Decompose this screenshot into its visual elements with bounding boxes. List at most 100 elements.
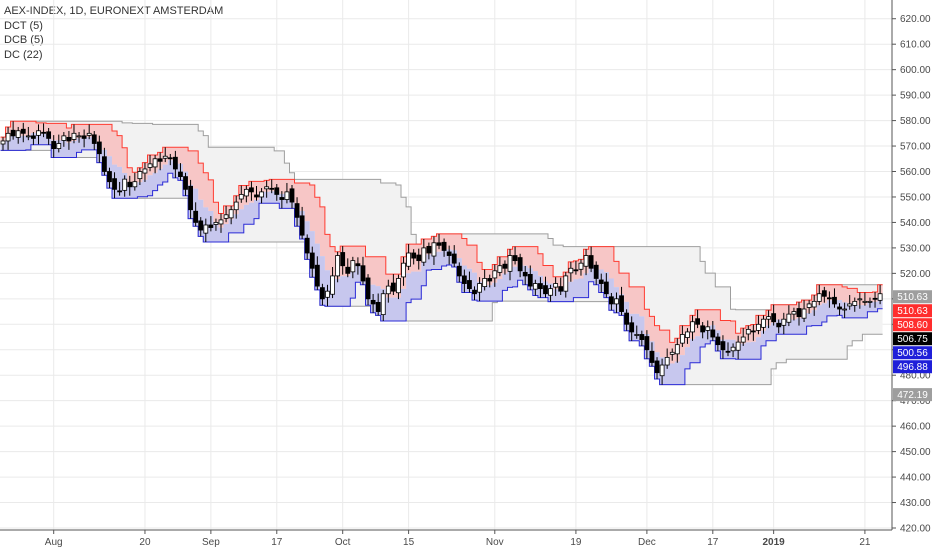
candle[interactable] xyxy=(375,293,381,316)
candle[interactable] xyxy=(401,256,406,286)
candle[interactable] xyxy=(0,137,6,151)
candle[interactable] xyxy=(203,218,209,243)
candle[interactable] xyxy=(320,283,325,306)
candle[interactable] xyxy=(56,134,62,153)
candle[interactable] xyxy=(167,153,173,166)
candle[interactable] xyxy=(385,279,391,303)
candle[interactable] xyxy=(527,265,533,290)
candle[interactable] xyxy=(720,335,726,359)
candle[interactable] xyxy=(872,291,878,308)
candle[interactable] xyxy=(254,186,259,201)
candle[interactable] xyxy=(107,167,112,189)
candle[interactable] xyxy=(162,147,168,163)
candle[interactable] xyxy=(512,246,518,265)
candle[interactable] xyxy=(233,195,239,219)
candle[interactable] xyxy=(96,135,102,163)
candle[interactable] xyxy=(456,262,462,283)
candle[interactable] xyxy=(325,284,330,307)
time-axis[interactable]: Aug 20 Sep 17 Oct 15 Nov 19 Dec 17 2019 21 xyxy=(0,529,892,548)
candle[interactable] xyxy=(857,292,863,309)
candle[interactable] xyxy=(451,245,457,267)
candle[interactable] xyxy=(862,292,868,306)
candle[interactable] xyxy=(172,150,178,178)
candle[interactable] xyxy=(284,182,290,204)
candle[interactable] xyxy=(20,122,26,143)
candle[interactable] xyxy=(309,246,315,278)
candle[interactable] xyxy=(553,277,559,297)
candle[interactable] xyxy=(669,348,675,361)
candle[interactable] xyxy=(112,172,117,199)
candle[interactable] xyxy=(816,284,822,306)
candle[interactable] xyxy=(634,325,640,339)
candle[interactable] xyxy=(269,179,275,194)
candle[interactable] xyxy=(538,277,543,298)
candle[interactable] xyxy=(649,342,655,367)
candle[interactable] xyxy=(573,260,579,275)
candle[interactable] xyxy=(588,246,594,273)
candle[interactable] xyxy=(213,218,219,231)
candle[interactable] xyxy=(51,135,57,158)
candle[interactable] xyxy=(639,330,645,346)
candle[interactable] xyxy=(517,253,523,278)
candle[interactable] xyxy=(842,302,848,318)
candle[interactable] xyxy=(41,123,46,138)
candle[interactable] xyxy=(745,325,751,341)
candle[interactable] xyxy=(396,274,401,300)
candle[interactable] xyxy=(583,249,589,276)
candle[interactable] xyxy=(806,300,812,314)
candle[interactable] xyxy=(629,316,635,341)
candle[interactable] xyxy=(137,167,143,186)
candle[interactable] xyxy=(750,324,756,341)
candle[interactable] xyxy=(188,179,193,219)
candle[interactable] xyxy=(796,302,802,326)
candle[interactable] xyxy=(532,279,538,296)
candle[interactable] xyxy=(390,274,396,296)
candle[interactable] xyxy=(705,320,711,340)
candle[interactable] xyxy=(350,256,356,279)
candle[interactable] xyxy=(31,132,36,145)
candle[interactable] xyxy=(740,328,746,346)
candle[interactable] xyxy=(304,234,310,260)
candle[interactable] xyxy=(330,267,335,299)
candle[interactable] xyxy=(715,333,721,352)
candle[interactable] xyxy=(563,272,569,298)
candle[interactable] xyxy=(5,126,11,150)
candle[interactable] xyxy=(406,244,412,271)
candle[interactable] xyxy=(832,288,837,308)
candle[interactable] xyxy=(543,276,548,298)
candle[interactable] xyxy=(654,357,660,380)
candle[interactable] xyxy=(218,213,224,233)
candle[interactable] xyxy=(71,124,77,144)
candle[interactable] xyxy=(659,358,665,385)
candle[interactable] xyxy=(208,216,214,232)
candle[interactable] xyxy=(436,233,442,250)
candle[interactable] xyxy=(821,286,827,303)
candle[interactable] xyxy=(801,300,807,323)
candle[interactable] xyxy=(847,295,853,310)
candle[interactable] xyxy=(761,315,766,334)
candle[interactable] xyxy=(492,264,498,287)
candle[interactable] xyxy=(198,217,204,237)
candle[interactable] xyxy=(15,126,21,144)
candle[interactable] xyxy=(223,205,229,223)
candle[interactable] xyxy=(811,295,817,316)
candle[interactable] xyxy=(644,330,650,359)
candle[interactable] xyxy=(482,269,488,291)
candle[interactable] xyxy=(81,129,87,148)
candle[interactable] xyxy=(461,269,467,293)
candle[interactable] xyxy=(147,154,153,172)
candle[interactable] xyxy=(238,185,244,203)
candle[interactable] xyxy=(152,154,158,174)
price-axis[interactable]: 420.00 430.00 440.00 450.00 460.00 470.00 480.… xyxy=(891,0,931,535)
candle[interactable] xyxy=(132,172,138,191)
candle[interactable] xyxy=(710,320,716,341)
candle[interactable] xyxy=(624,309,630,331)
candle[interactable] xyxy=(497,256,503,277)
candle[interactable] xyxy=(852,297,858,312)
candle[interactable] xyxy=(61,132,67,147)
candle[interactable] xyxy=(228,205,234,225)
candle[interactable] xyxy=(730,343,736,358)
candle[interactable] xyxy=(766,310,771,329)
candle[interactable] xyxy=(157,152,163,171)
candle[interactable] xyxy=(345,258,351,278)
